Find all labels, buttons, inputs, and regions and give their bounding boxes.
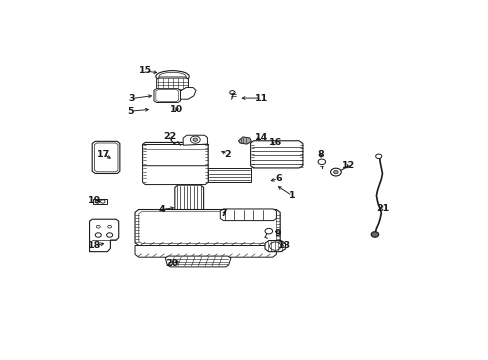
Text: 11: 11 bbox=[254, 94, 267, 103]
Circle shape bbox=[95, 233, 101, 237]
Circle shape bbox=[317, 159, 325, 165]
Text: 12: 12 bbox=[341, 161, 354, 170]
Text: 15: 15 bbox=[139, 66, 151, 75]
Bar bbox=[93, 199, 106, 204]
Polygon shape bbox=[180, 87, 196, 99]
Polygon shape bbox=[175, 185, 203, 215]
Polygon shape bbox=[183, 135, 207, 145]
Polygon shape bbox=[89, 219, 119, 252]
Polygon shape bbox=[92, 141, 120, 174]
Text: 13: 13 bbox=[278, 240, 291, 249]
Text: 22: 22 bbox=[163, 131, 177, 140]
Text: 2: 2 bbox=[224, 150, 231, 158]
Polygon shape bbox=[264, 240, 285, 252]
Text: 8: 8 bbox=[317, 150, 324, 158]
Ellipse shape bbox=[156, 71, 189, 82]
Text: 4: 4 bbox=[158, 205, 164, 214]
Text: 10: 10 bbox=[170, 105, 183, 114]
Circle shape bbox=[193, 138, 197, 141]
Text: 3: 3 bbox=[128, 94, 134, 103]
Polygon shape bbox=[135, 246, 276, 257]
Text: 16: 16 bbox=[268, 139, 282, 148]
Text: 14: 14 bbox=[255, 133, 268, 142]
Text: 9: 9 bbox=[274, 229, 281, 238]
Polygon shape bbox=[220, 209, 276, 221]
Polygon shape bbox=[250, 141, 302, 168]
Polygon shape bbox=[154, 89, 180, 103]
Polygon shape bbox=[238, 137, 251, 144]
Polygon shape bbox=[156, 77, 188, 90]
Text: 18: 18 bbox=[88, 241, 101, 250]
Circle shape bbox=[375, 154, 381, 158]
Text: 6: 6 bbox=[274, 174, 281, 183]
Text: 5: 5 bbox=[127, 107, 134, 116]
Circle shape bbox=[333, 170, 338, 174]
Circle shape bbox=[106, 233, 112, 237]
Polygon shape bbox=[142, 166, 208, 185]
Text: 1: 1 bbox=[288, 191, 295, 200]
Polygon shape bbox=[165, 256, 230, 267]
Text: 19: 19 bbox=[88, 196, 101, 205]
Text: 21: 21 bbox=[375, 204, 388, 213]
Text: 17: 17 bbox=[97, 150, 110, 158]
Polygon shape bbox=[142, 143, 208, 168]
Polygon shape bbox=[135, 210, 280, 246]
Circle shape bbox=[330, 168, 341, 176]
Text: 20: 20 bbox=[165, 259, 178, 268]
Text: 7: 7 bbox=[220, 209, 227, 218]
Circle shape bbox=[370, 232, 378, 237]
